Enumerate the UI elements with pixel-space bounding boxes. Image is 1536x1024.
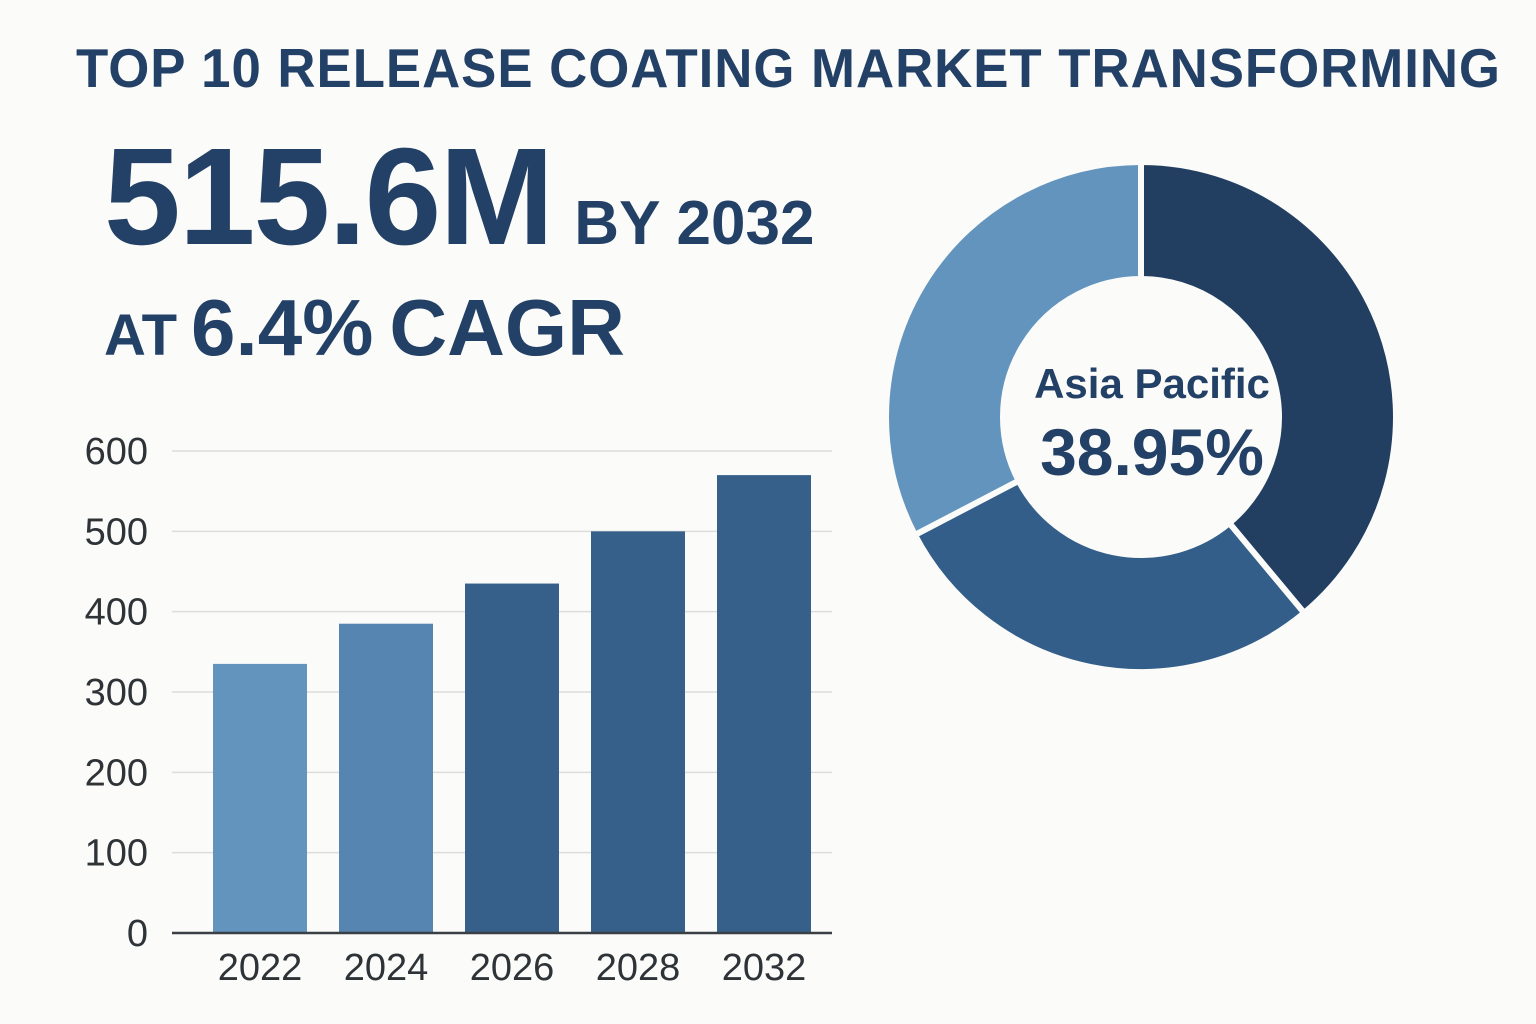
donut-center-region: Asia Pacific [1034,360,1270,407]
x-tick-label: 2024 [344,947,429,989]
donut-center-share: 38.95% [1040,415,1264,489]
headline-market-size: 515.6M BY 2032 [104,118,814,277]
cagr-value: 6.4% [191,283,374,372]
bar-2022 [213,663,307,933]
cagr-prefix: AT [104,303,178,368]
forecast-year-label: BY 2032 [574,189,815,258]
x-tick-label: 2028 [596,947,681,989]
y-tick-label: 600 [85,431,148,473]
y-tick-label: 400 [85,592,148,634]
y-tick-label: 100 [85,833,148,875]
headline-cagr: AT 6.4% CAGR [104,282,625,374]
y-tick-label: 500 [85,511,148,553]
bar-2026 [465,583,559,933]
bar-2032 [717,475,811,933]
y-tick-label: 200 [85,752,148,794]
bar-2028 [591,531,685,933]
bar-2024 [339,623,433,933]
donut-segment-2 [910,476,1309,675]
x-tick-label: 2026 [470,947,555,989]
y-tick-label: 300 [85,672,148,714]
market-size-value: 515.6M [104,120,554,274]
donut-segment-1 [1138,158,1399,618]
donut-segment-3 [883,158,1144,539]
page-title: TOP 10 RELEASE COATING MARKET TRANSFORMI… [76,37,1501,99]
y-tick-label: 0 [127,913,148,955]
cagr-label: CAGR [389,283,625,372]
x-tick-label: 2032 [722,947,807,989]
bar-chart: 0 100 200 300 400 500 600 2022 2024 2026 2028 2032 [85,431,832,989]
x-tick-label: 2022 [218,947,303,989]
